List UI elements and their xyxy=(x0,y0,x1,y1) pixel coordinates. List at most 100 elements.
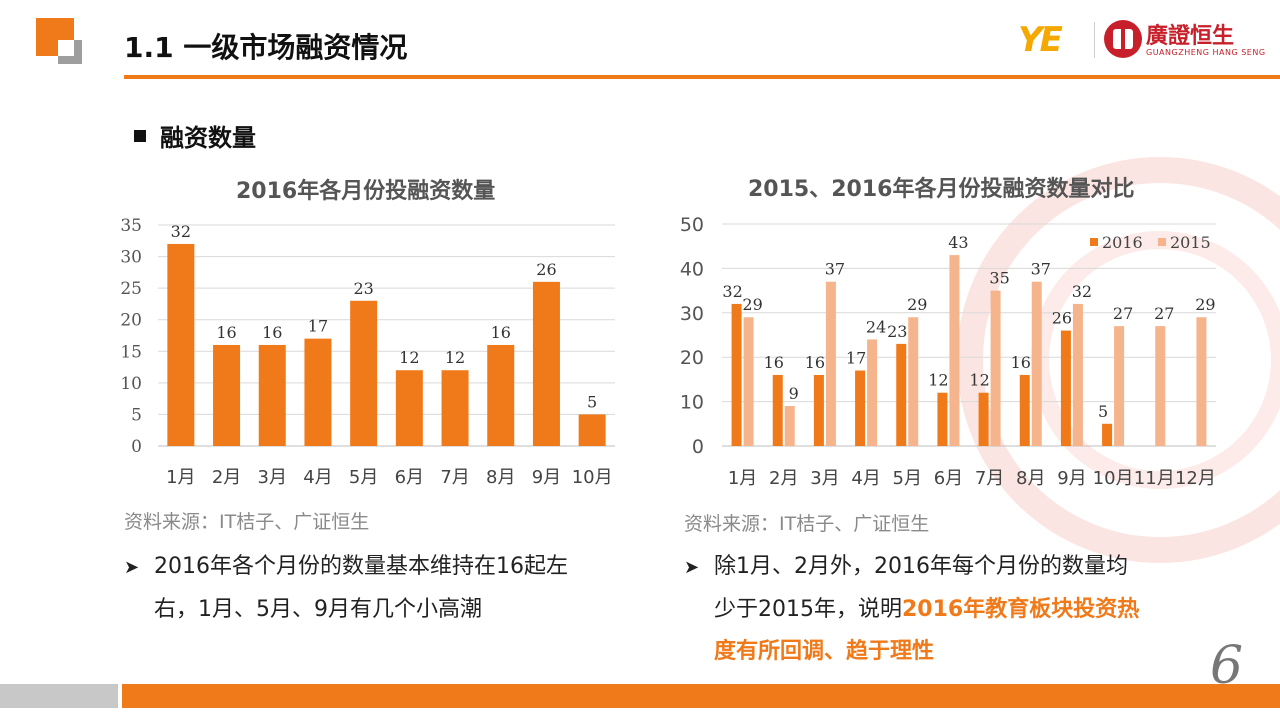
bar xyxy=(487,344,515,446)
x-tick-label: 11月 xyxy=(1134,468,1175,489)
right-point-line1: 除1月、2月外，2016年每个月份的数量均 xyxy=(714,554,1128,579)
y-tick-label: 5 xyxy=(131,405,142,425)
data-label: 43 xyxy=(948,233,968,252)
data-label: 5 xyxy=(1098,402,1108,421)
y-tick-label: 40 xyxy=(680,258,704,280)
legend-swatch xyxy=(1090,238,1098,246)
y-tick-label: 20 xyxy=(120,311,142,331)
slide-title: 1.1 一级市场融资情况 xyxy=(124,31,408,64)
data-label: 16 xyxy=(262,323,282,342)
arrow-bullet-icon: ➤ xyxy=(684,557,700,578)
y-tick-label: 30 xyxy=(680,303,704,325)
data-label: 9 xyxy=(789,384,799,403)
data-label: 26 xyxy=(1052,309,1072,328)
bar-2015 xyxy=(1114,326,1125,446)
x-tick-label: 10月 xyxy=(572,467,613,488)
section-title: 融资数量 xyxy=(134,118,256,153)
bar xyxy=(578,414,606,446)
bar-2016 xyxy=(978,392,989,446)
x-tick-label: 6月 xyxy=(395,467,424,488)
left-bullet-point: ➤ 2016年各个月份的数量基本维持在16起左 右，1月、5月、9月有几个小高潮 xyxy=(124,546,624,631)
left-point-line1: 2016年各个月份的数量基本维持在16起左 xyxy=(154,554,568,579)
x-tick-label: 8月 xyxy=(486,467,515,488)
data-label: 26 xyxy=(536,260,556,279)
chart1: 0 5 10 15 20 25 30 35 32 1月 16 2月 16 3月 17 4月 23 5月 12 6月 12… xyxy=(120,216,615,488)
data-label: 35 xyxy=(989,269,1009,288)
data-label: 29 xyxy=(907,295,927,314)
right-point-line2: 少于2015年，说明 xyxy=(714,597,902,622)
bar-2015 xyxy=(908,317,919,446)
x-tick-label: 10月 xyxy=(1093,468,1134,489)
bar xyxy=(167,243,195,446)
bar-2016 xyxy=(731,303,742,446)
data-label: 16 xyxy=(1011,353,1031,372)
brand-divider xyxy=(1094,22,1095,58)
bar-2016 xyxy=(772,374,783,446)
bar-2015 xyxy=(825,281,836,446)
y-tick-label: 50 xyxy=(680,214,704,236)
left-point-line2: 右，1月、5月、9月有几个小高潮 xyxy=(154,597,482,622)
y-tick-label: 0 xyxy=(692,436,704,458)
bar-2015 xyxy=(1155,326,1166,446)
data-label: 37 xyxy=(1031,260,1051,279)
footer-bar-gray xyxy=(0,684,118,708)
bar xyxy=(304,338,332,446)
data-label: 12 xyxy=(969,371,989,390)
brand-name: 廣證恒生 xyxy=(1146,24,1235,49)
bar xyxy=(258,344,286,446)
bar-2015 xyxy=(990,290,1001,446)
y-tick-label: 35 xyxy=(120,216,142,236)
bar-2015 xyxy=(784,406,795,446)
data-label: 32 xyxy=(171,222,191,241)
data-label: 12 xyxy=(399,348,419,367)
legend-label: 2015 xyxy=(1170,233,1211,252)
page-number: 6 xyxy=(1210,636,1244,696)
y-tick-label: 30 xyxy=(120,248,142,268)
x-tick-label: 4月 xyxy=(303,467,332,488)
y-tick-label: 0 xyxy=(131,437,142,457)
bar-2016 xyxy=(1019,374,1030,446)
data-label: 32 xyxy=(1072,282,1092,301)
data-label: 5 xyxy=(587,392,597,411)
right-point-highlight-2: 度有所回调、趋于理性 xyxy=(714,639,935,664)
bar-2015 xyxy=(743,317,754,446)
chart1-title: 2016年各月份投融资数量 xyxy=(236,179,496,204)
data-label: 23 xyxy=(887,322,907,341)
data-label: 16 xyxy=(491,323,511,342)
data-label: 17 xyxy=(308,317,328,336)
title-rule xyxy=(124,75,1280,79)
bar-2016 xyxy=(937,392,948,446)
data-label: 27 xyxy=(1154,304,1174,323)
right-point-highlight-1: 2016年教育板块投资热 xyxy=(902,597,1140,622)
x-tick-label: 2月 xyxy=(769,468,798,489)
footer-bar-orange xyxy=(122,684,1280,708)
chart2-title: 2015、2016年各月份投融资数量对比 xyxy=(748,177,1135,202)
bar xyxy=(350,300,378,446)
brand-logo: YE 廣證恒生 GUANGZHENG HANG SENG xyxy=(1018,18,1266,64)
bar xyxy=(532,281,560,446)
data-label: 32 xyxy=(722,282,742,301)
data-label: 16 xyxy=(805,353,825,372)
y-tick-label: 25 xyxy=(120,279,142,299)
bar-2016 xyxy=(813,374,824,446)
y-tick-label: 10 xyxy=(120,374,142,394)
data-label: 12 xyxy=(928,371,948,390)
data-label: 24 xyxy=(866,317,886,336)
corner-logo xyxy=(36,18,88,68)
x-tick-label: 5月 xyxy=(349,467,378,488)
bar-2015 xyxy=(1072,303,1083,446)
x-tick-label: 7月 xyxy=(440,467,469,488)
y-tick-label: 10 xyxy=(680,392,704,414)
x-tick-label: 3月 xyxy=(810,468,839,489)
bar-2016 xyxy=(855,370,866,446)
data-label: 29 xyxy=(742,295,762,314)
bar-2015 xyxy=(867,339,878,446)
ye-logo: YE xyxy=(1018,20,1063,60)
data-label: 17 xyxy=(846,349,866,368)
data-label: 27 xyxy=(1113,304,1133,323)
arrow-bullet-icon: ➤ xyxy=(124,557,140,578)
bar xyxy=(395,370,423,446)
chart1-source: 资料来源：IT桔子、广证恒生 xyxy=(124,511,370,533)
bar-2015 xyxy=(1031,281,1042,446)
x-tick-label: 8月 xyxy=(1016,468,1045,489)
